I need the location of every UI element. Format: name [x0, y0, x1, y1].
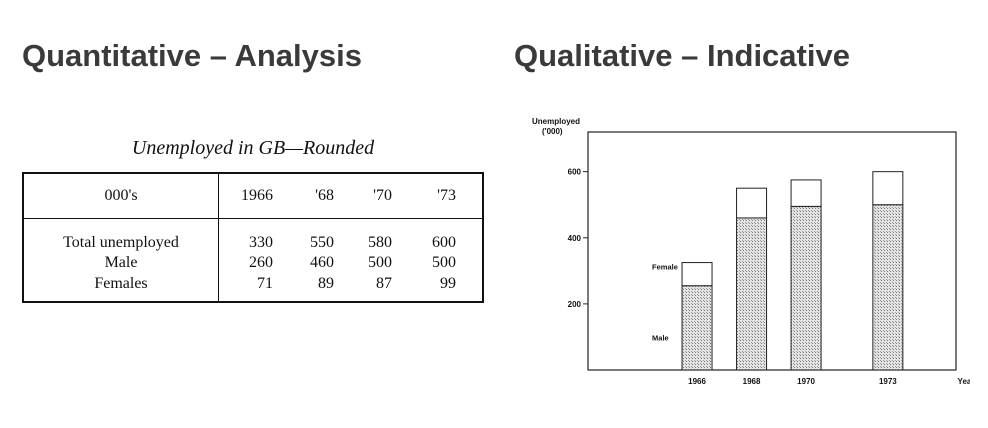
table-cell: 600 [432, 234, 456, 251]
table-divider-vertical [218, 174, 219, 301]
page-title-quantitative: Quantitative – Analysis [22, 38, 362, 73]
x-tick-label: 1973 [879, 377, 897, 386]
bar-female [736, 187, 768, 219]
plot-frame [587, 131, 957, 371]
y-tick-label: 400 [568, 234, 582, 243]
table-cell: 71 [257, 275, 273, 292]
table-cell: 500 [368, 254, 392, 271]
table-cell: 500 [432, 254, 456, 271]
x-tick-label: 1970 [797, 377, 815, 386]
bar-female [681, 262, 713, 287]
table-row-label: Male [104, 254, 138, 271]
bar-male [872, 204, 904, 371]
bar-male [681, 285, 713, 371]
bar-male [736, 217, 768, 371]
annotation-female: Female [652, 263, 678, 272]
table-cell: 550 [310, 234, 334, 251]
annotation-male: Male [652, 333, 669, 342]
x-tick-label: 1968 [743, 377, 761, 386]
table-divider-horizontal [24, 218, 482, 219]
table-cell: 89 [318, 275, 334, 292]
table-column-header: '68 [315, 187, 334, 204]
x-tick-label: 1966 [688, 377, 706, 386]
table-cell: 260 [249, 254, 273, 271]
table-cell: 330 [249, 234, 273, 251]
table-column-header: '70 [373, 187, 392, 204]
y-tick-label: 600 [568, 168, 582, 177]
table-cell: 99 [440, 275, 456, 292]
bar-male [790, 205, 822, 371]
table-cell: 460 [310, 254, 334, 271]
unemployment-table: 000's 1966 '68 '70 '73 Total unemployed … [22, 172, 484, 303]
table-caption: Unemployed in GB—Rounded [131, 137, 375, 159]
table-corner-header: 000's [104, 187, 138, 204]
bar-female [872, 171, 904, 206]
unemployment-bar-chart: Unemployed('000) 200 400 600 1966 1968 1970 197… [532, 117, 970, 386]
table-cell: 580 [368, 234, 392, 251]
table-row-label: Total unemployed [63, 234, 179, 251]
y-tick-label: 200 [568, 300, 582, 309]
x-axis-label: Year [958, 377, 970, 386]
table-column-header: 1966 [241, 187, 273, 204]
y-axis-label: Unemployed [532, 117, 580, 126]
table-cell: 87 [376, 275, 392, 292]
page-title-qualitative: Qualitative – Indicative [514, 38, 850, 73]
table-column-header: '73 [437, 187, 456, 204]
y-axis-label: ('000) [542, 127, 563, 136]
bar-female [790, 179, 822, 207]
table-row-label: Females [94, 275, 148, 292]
